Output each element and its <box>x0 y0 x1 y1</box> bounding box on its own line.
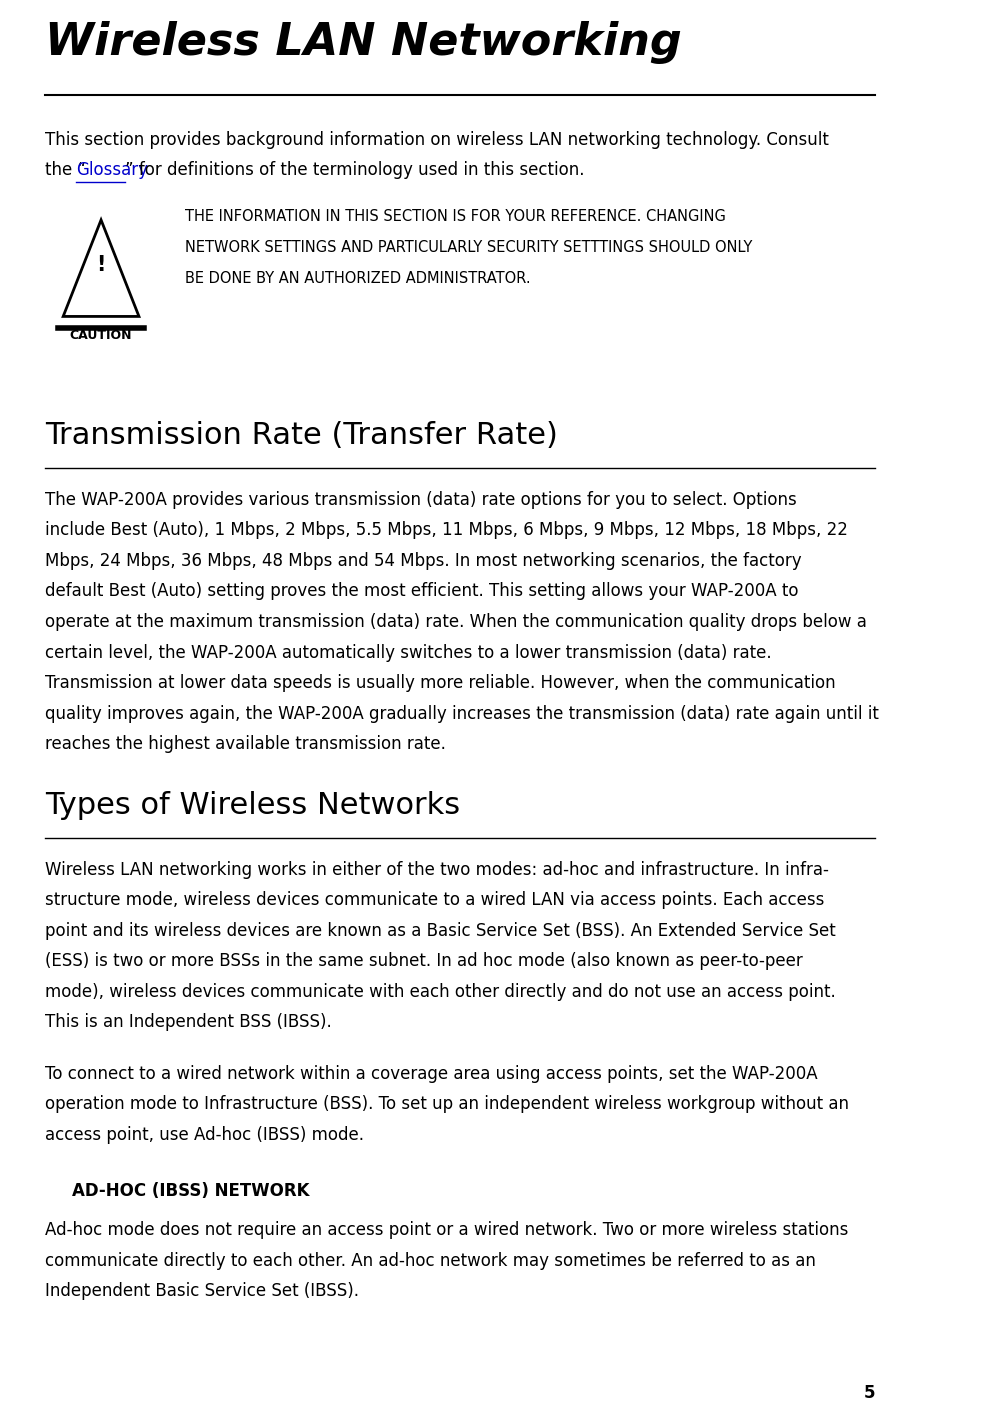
Text: 5: 5 <box>864 1384 875 1402</box>
Text: Mbps, 24 Mbps, 36 Mbps, 48 Mbps and 54 Mbps. In most networking scenarios, the f: Mbps, 24 Mbps, 36 Mbps, 48 Mbps and 54 M… <box>45 552 802 570</box>
Text: NETWORK SETTINGS AND PARTICULARLY SECURITY SETTTINGS SHOULD ONLY: NETWORK SETTINGS AND PARTICULARLY SECURI… <box>185 240 752 255</box>
Text: (ESS) is two or more BSSs in the same subnet. In ad hoc mode (also known as peer: (ESS) is two or more BSSs in the same su… <box>45 952 803 971</box>
Text: CAUTION: CAUTION <box>70 329 132 342</box>
Text: point and its wireless devices are known as a Basic Service Set (BSS). An Extend: point and its wireless devices are known… <box>45 922 836 939</box>
Text: mode), wireless devices communicate with each other directly and do not use an a: mode), wireless devices communicate with… <box>45 982 836 1000</box>
Text: Ad-hoc mode does not require an access point or a wired network. Two or more wir: Ad-hoc mode does not require an access p… <box>45 1220 848 1239</box>
Text: reaches the highest available transmission rate.: reaches the highest available transmissi… <box>45 735 446 753</box>
Text: BE DONE BY AN AUTHORIZED ADMINISTRATOR.: BE DONE BY AN AUTHORIZED ADMINISTRATOR. <box>185 271 531 287</box>
Text: operate at the maximum transmission (data) rate. When the communication quality : operate at the maximum transmission (dat… <box>45 613 867 631</box>
Text: Glossary: Glossary <box>76 162 148 179</box>
Text: structure mode, wireless devices communicate to a wired LAN via access points. E: structure mode, wireless devices communi… <box>45 891 824 910</box>
Text: quality improves again, the WAP-200A gradually increases the transmission (data): quality improves again, the WAP-200A gra… <box>45 704 879 722</box>
Text: include Best (Auto), 1 Mbps, 2 Mbps, 5.5 Mbps, 11 Mbps, 6 Mbps, 9 Mbps, 12 Mbps,: include Best (Auto), 1 Mbps, 2 Mbps, 5.5… <box>45 522 848 539</box>
Text: ” for definitions of the terminology used in this section.: ” for definitions of the terminology use… <box>125 162 584 179</box>
Text: THE INFORMATION IN THIS SECTION IS FOR YOUR REFERENCE. CHANGING: THE INFORMATION IN THIS SECTION IS FOR Y… <box>185 209 726 224</box>
Text: default Best (Auto) setting proves the most efficient. This setting allows your : default Best (Auto) setting proves the m… <box>45 582 799 600</box>
Text: operation mode to Infrastructure (BSS). To set up an independent wireless workgr: operation mode to Infrastructure (BSS). … <box>45 1095 849 1114</box>
Text: Transmission at lower data speeds is usually more reliable. However, when the co: Transmission at lower data speeds is usu… <box>45 674 836 692</box>
Text: AD-HOC (IBSS) NETWORK: AD-HOC (IBSS) NETWORK <box>72 1182 310 1200</box>
Text: certain level, the WAP-200A automatically switches to a lower transmission (data: certain level, the WAP-200A automaticall… <box>45 643 772 661</box>
Text: access point, use Ad-hoc (IBSS) mode.: access point, use Ad-hoc (IBSS) mode. <box>45 1127 364 1144</box>
Text: the “: the “ <box>45 162 86 179</box>
Text: !: ! <box>96 255 106 275</box>
Text: This is an Independent BSS (IBSS).: This is an Independent BSS (IBSS). <box>45 1013 332 1032</box>
Text: Independent Basic Service Set (IBSS).: Independent Basic Service Set (IBSS). <box>45 1283 359 1300</box>
Text: To connect to a wired network within a coverage area using access points, set th: To connect to a wired network within a c… <box>45 1064 818 1083</box>
Text: This section provides background information on wireless LAN networking technolo: This section provides background informa… <box>45 131 829 149</box>
Text: The WAP-200A provides various transmission (data) rate options for you to select: The WAP-200A provides various transmissi… <box>45 491 797 509</box>
Text: Types of Wireless Networks: Types of Wireless Networks <box>45 790 460 820</box>
Text: communicate directly to each other. An ad-hoc network may sometimes be referred : communicate directly to each other. An a… <box>45 1252 816 1270</box>
Text: Wireless LAN Networking: Wireless LAN Networking <box>45 21 682 64</box>
Text: Wireless LAN networking works in either of the two modes: ad-hoc and infrastruct: Wireless LAN networking works in either … <box>45 860 829 878</box>
Text: Transmission Rate (Transfer Rate): Transmission Rate (Transfer Rate) <box>45 421 558 450</box>
